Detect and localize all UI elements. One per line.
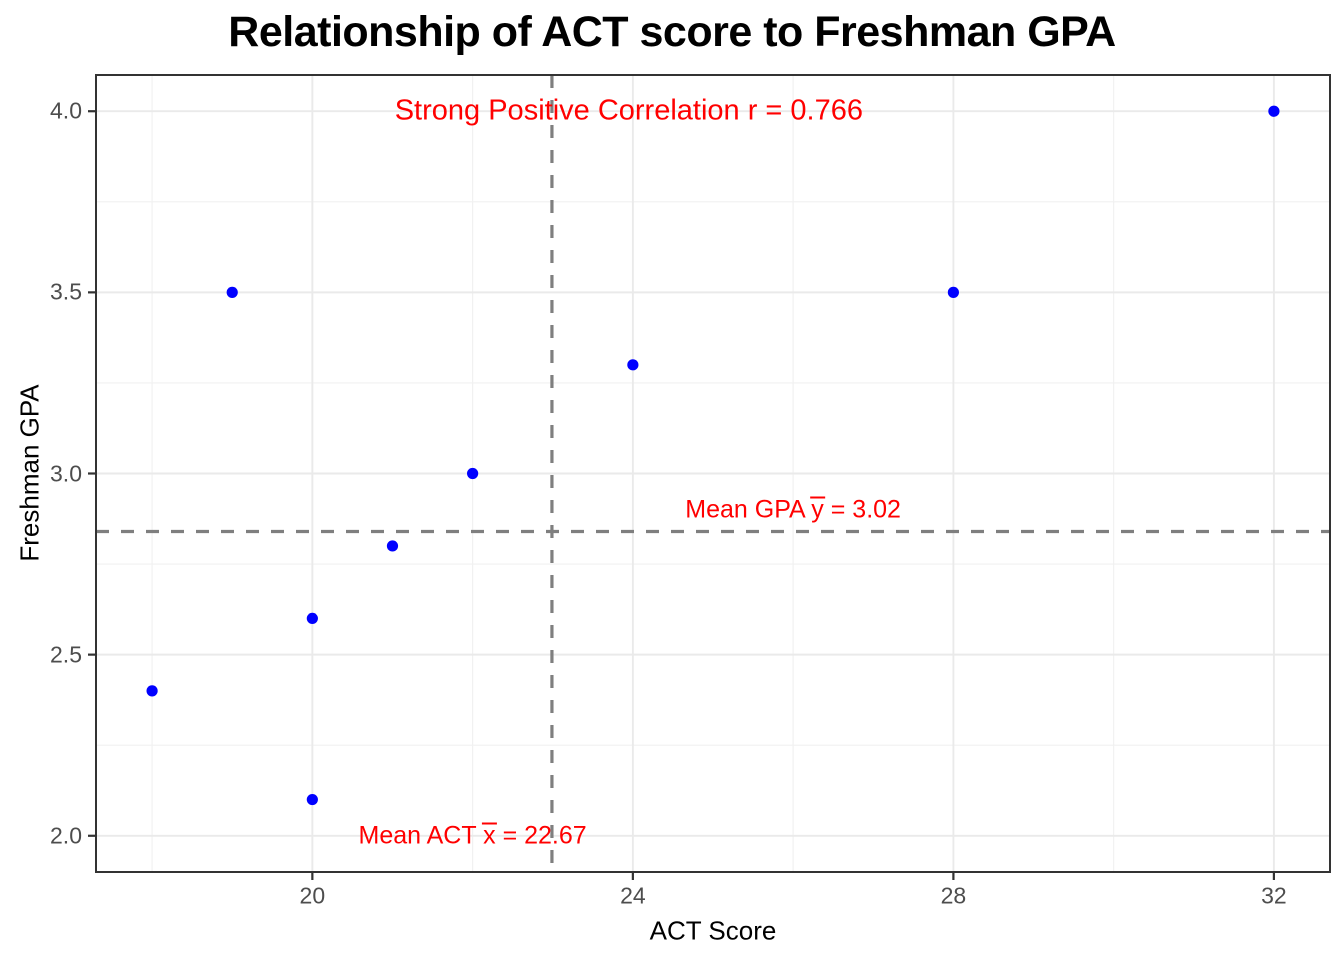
- x-tick-label: 28: [940, 882, 967, 909]
- data-point: [467, 467, 479, 480]
- mean-act-annotation-value: = 22.67: [495, 821, 587, 850]
- x-tick-label: 20: [299, 882, 326, 909]
- mean-gpa-annotation-value: = 3.02: [823, 495, 901, 524]
- y-tick-label: 2.0: [50, 822, 82, 849]
- mean-act-annotation: Mean ACT x = 22.67: [359, 821, 587, 850]
- x-tick-label: 24: [620, 882, 646, 909]
- data-point: [226, 286, 238, 298]
- data-point: [627, 359, 639, 371]
- mean-act-variable-xbar: x: [482, 821, 497, 850]
- chart-title: Relationship of ACT score to Freshman GP…: [228, 8, 1116, 56]
- mean-act-annotation-prefix: Mean ACT: [358, 821, 484, 850]
- mean-gpa-annotation: Mean GPA y = 3.02: [685, 495, 901, 524]
- mean-gpa-annotation-prefix: Mean GPA: [685, 495, 812, 524]
- mean-gpa-variable-ybar: y: [810, 495, 825, 524]
- correlation-annotation: Strong Positive Correlation r = 0.766: [395, 95, 863, 128]
- data-point: [947, 286, 959, 298]
- y-axis-title: Freshman GPA: [14, 384, 45, 562]
- x-axis-title: ACT Score: [649, 915, 777, 946]
- x-tick-label: 32: [1261, 882, 1287, 909]
- y-tick-label: 3.0: [50, 460, 82, 486]
- y-tick-label: 2.5: [50, 641, 82, 668]
- data-point: [306, 793, 318, 806]
- data-point: [306, 612, 318, 625]
- y-tick-label: 4.0: [50, 97, 82, 124]
- data-point: [146, 685, 158, 697]
- correlation-annotation-text: Strong Positive Correlation r = 0.766: [394, 94, 863, 127]
- y-tick-label: 3.5: [50, 278, 82, 305]
- data-point: [386, 540, 399, 552]
- data-point: [1268, 105, 1280, 117]
